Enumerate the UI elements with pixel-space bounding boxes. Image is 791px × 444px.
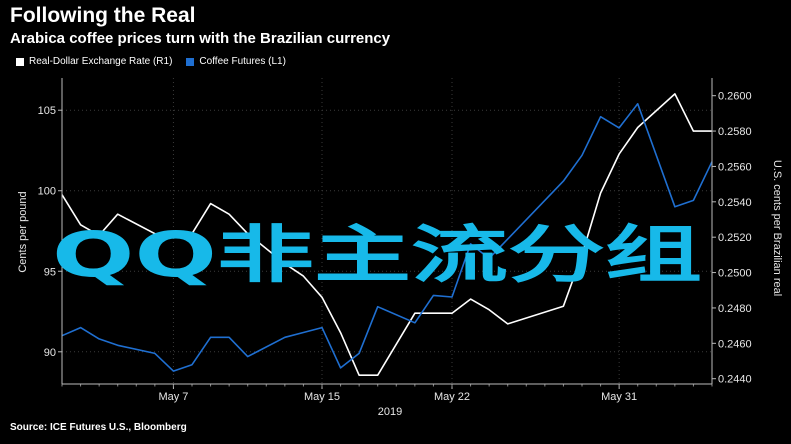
right-tick-label: 0.2460 bbox=[718, 338, 752, 350]
right-tick-label: 0.2540 bbox=[718, 197, 752, 209]
legend-item-fx: Real-Dollar Exchange Rate (R1) bbox=[16, 56, 172, 67]
chart-title: Following the Real bbox=[10, 4, 196, 27]
series-lines bbox=[61, 93, 713, 377]
grid bbox=[62, 78, 712, 384]
right-axis-label: U.S. cents per Brazilian real bbox=[771, 160, 783, 296]
left-axis-label: Cents per pound bbox=[17, 191, 29, 272]
left-tick-label: 95 bbox=[44, 266, 56, 278]
left-tick-label: 90 bbox=[44, 347, 56, 359]
left-tick-label: 100 bbox=[38, 186, 56, 198]
right-tick-label: 0.2500 bbox=[718, 268, 752, 280]
x-tick-label: May 15 bbox=[304, 391, 340, 403]
tick-labels: 90 95 100 105 0.2440 0.2460 0.2480 0.2500 0.2520… bbox=[38, 91, 752, 403]
legend-item-coffee: Coffee Futures (L1) bbox=[186, 56, 286, 67]
right-tick-label: 0.2580 bbox=[718, 126, 752, 138]
legend-label-fx: Real-Dollar Exchange Rate (R1) bbox=[29, 56, 173, 67]
right-tick-label: 0.2480 bbox=[718, 303, 752, 315]
right-tick-label: 0.2600 bbox=[718, 91, 752, 103]
legend: Real-Dollar Exchange Rate (R1) Coffee Fu… bbox=[16, 56, 286, 67]
series-line-coffee bbox=[61, 103, 713, 372]
axes bbox=[58, 78, 716, 389]
left-tick-label: 105 bbox=[38, 105, 56, 117]
right-tick-label: 0.2520 bbox=[718, 232, 752, 244]
x-tick-label: May 22 bbox=[434, 391, 470, 403]
legend-swatch-coffee bbox=[186, 57, 195, 66]
chart-subtitle: Arabica coffee prices turn with the Braz… bbox=[10, 30, 391, 47]
x-year-label: 2019 bbox=[378, 406, 402, 418]
x-tick-label: May 7 bbox=[158, 391, 188, 403]
right-tick-label: 0.2560 bbox=[718, 161, 752, 173]
series-line-fx bbox=[61, 93, 712, 377]
legend-swatch-fx bbox=[16, 57, 24, 66]
legend-label-coffee: Coffee Futures (L1) bbox=[199, 56, 286, 67]
overlay-watermark-text: QQ非主流分组 bbox=[52, 218, 702, 291]
right-tick-label: 0.2440 bbox=[718, 374, 752, 386]
source-note: Source: ICE Futures U.S., Bloomberg bbox=[10, 422, 187, 433]
x-tick-label: May 31 bbox=[601, 391, 637, 403]
